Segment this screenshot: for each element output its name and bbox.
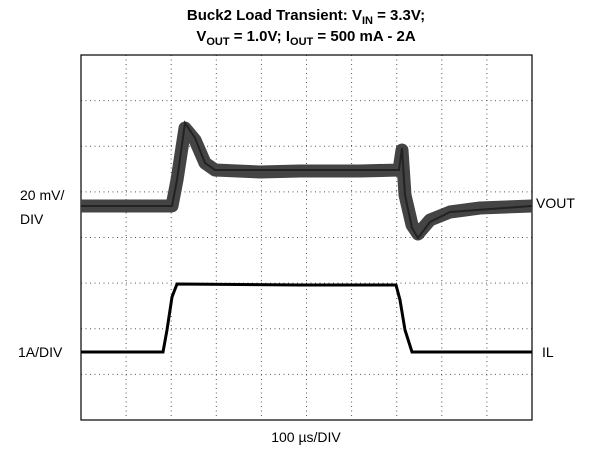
- title-line-1: Buck2 Load Transient: VIN = 3.3V;: [187, 7, 425, 27]
- il-scale-label: 1A/DIV: [18, 344, 63, 360]
- vout-scale-label: DIV: [20, 211, 44, 227]
- il-label: IL: [542, 344, 554, 360]
- il-trace: [81, 282, 532, 354]
- vout-trace-core: [81, 120, 533, 240]
- title-line-2: VOUT = 1.0V; IOUT = 500 mA - 2A: [196, 28, 416, 48]
- time-scale-label: 100 µs/DIV: [271, 429, 341, 445]
- vout-label: VOUT: [536, 195, 575, 211]
- plot-frame: [80, 54, 533, 421]
- grid: [81, 55, 532, 420]
- vout-scale-label: 20 mV/: [20, 187, 64, 203]
